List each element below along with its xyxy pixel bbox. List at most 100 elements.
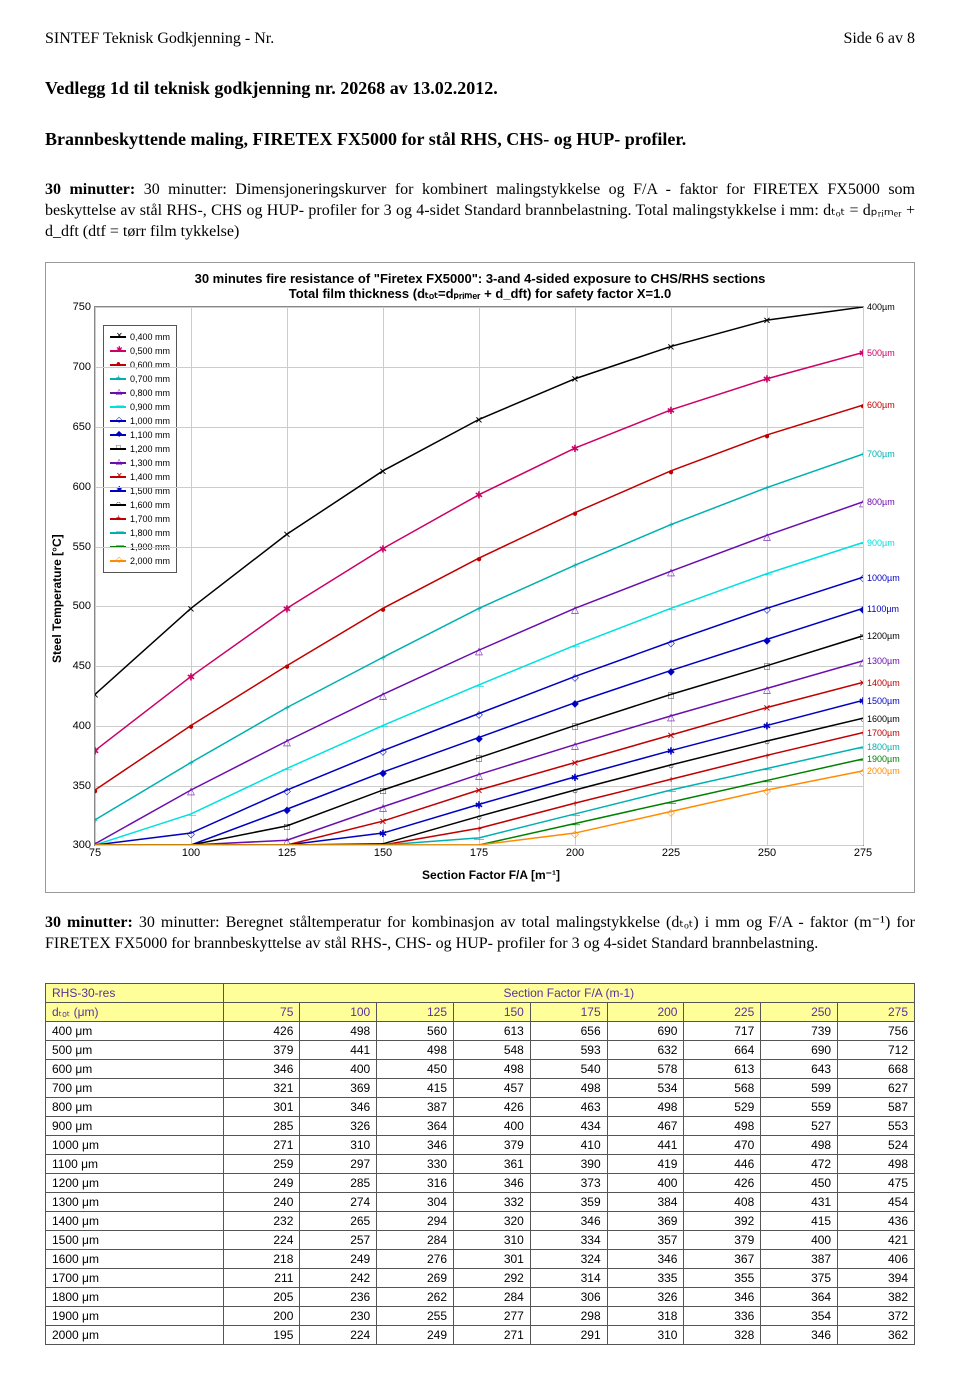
table-cell: 559 <box>761 1097 838 1116</box>
series-right-label: 800µm <box>863 497 895 507</box>
table-cell: 292 <box>454 1268 531 1287</box>
table-cell: 379 <box>684 1230 761 1249</box>
table-cell: 475 <box>838 1173 915 1192</box>
table-cell: 367 <box>684 1249 761 1268</box>
table-cell: 470 <box>684 1135 761 1154</box>
svg-text:●: ● <box>284 662 290 673</box>
table-cell: 291 <box>530 1325 607 1344</box>
svg-text:●: ● <box>764 431 770 442</box>
table-row: 700 μm321369415457498534568599627 <box>46 1078 915 1097</box>
paragraph-2: 30 minutter: 30 minutter: Beregnet stålt… <box>45 913 915 955</box>
svg-text:+: + <box>764 752 770 763</box>
table-row-label: 1300 μm <box>46 1192 224 1211</box>
table-cell: 320 <box>454 1211 531 1230</box>
table-cell: 265 <box>300 1211 377 1230</box>
table-row: 500 μm379441498548593632664690712 <box>46 1040 915 1059</box>
table-cell: 529 <box>684 1097 761 1116</box>
svg-text:✱: ✱ <box>379 829 387 840</box>
table-row-label: 1900 μm <box>46 1306 224 1325</box>
svg-text:△: △ <box>283 737 291 748</box>
svg-text:◇: ◇ <box>571 673 579 684</box>
table-cell: 390 <box>530 1154 607 1173</box>
table-cell: 362 <box>838 1325 915 1344</box>
table-cell: 712 <box>838 1040 915 1059</box>
table-row-label: 500 μm <box>46 1040 224 1059</box>
svg-text:✕: ✕ <box>667 731 675 742</box>
ytick-label: 700 <box>73 361 95 373</box>
svg-text:◆: ◆ <box>475 734 483 745</box>
series-right-label: 1800µm <box>863 742 900 752</box>
svg-text:△: △ <box>667 568 675 579</box>
table-cell: 232 <box>223 1211 300 1230</box>
data-table: RHS-30-resSection Factor F/A (m-1)dₜₒₜ (… <box>45 983 915 1345</box>
table-cell: 668 <box>838 1059 915 1078</box>
series-right-label: 1000µm <box>863 573 900 583</box>
svg-text:✕: ✕ <box>763 704 771 715</box>
table-cell: 540 <box>530 1059 607 1078</box>
table-cell: 284 <box>454 1287 531 1306</box>
table-row: 1300 μm240274304332359384408431454 <box>46 1192 915 1211</box>
table-cell: 224 <box>300 1325 377 1344</box>
series-right-label: 600µm <box>863 400 895 410</box>
table-cell: 498 <box>761 1135 838 1154</box>
table-cell: 426 <box>684 1173 761 1192</box>
svg-text:✱: ✱ <box>667 406 675 417</box>
table-cell: 326 <box>300 1116 377 1135</box>
svg-text:△: △ <box>763 685 771 696</box>
series-right-label: 1100µm <box>863 604 899 614</box>
series-right-label: 900µm <box>863 538 895 548</box>
svg-text:●: ● <box>95 786 98 797</box>
svg-text:○: ○ <box>476 813 482 824</box>
table-cell: 498 <box>838 1154 915 1173</box>
svg-text:△: △ <box>379 803 387 814</box>
table-cell: 739 <box>761 1021 838 1040</box>
table-cell: 294 <box>377 1211 454 1230</box>
table-row-label: 1100 μm <box>46 1154 224 1173</box>
table-cell: 379 <box>454 1135 531 1154</box>
table-cell: 276 <box>377 1249 454 1268</box>
table-col-header: 150 <box>454 1002 531 1021</box>
series-right-label: 1500µm <box>863 696 900 706</box>
table-cell: 498 <box>454 1059 531 1078</box>
table-cell: 415 <box>761 1211 838 1230</box>
svg-text:+: + <box>380 654 386 665</box>
table-cell: 240 <box>223 1192 300 1211</box>
table-cell: 450 <box>377 1059 454 1078</box>
table-row-label: 1800 μm <box>46 1287 224 1306</box>
table-cell: 306 <box>530 1287 607 1306</box>
table-cell: 384 <box>607 1192 684 1211</box>
table-cell: 271 <box>454 1325 531 1344</box>
table-cell: 593 <box>530 1040 607 1059</box>
svg-text:◇: ◇ <box>763 786 771 797</box>
table-cell: 400 <box>300 1059 377 1078</box>
ytick-label: 650 <box>73 421 95 433</box>
table-row: 1400 μm232265294320346369392415436 <box>46 1211 915 1230</box>
table-cell: 297 <box>300 1154 377 1173</box>
table-cell: 285 <box>300 1173 377 1192</box>
xtick-label: 250 <box>758 845 776 859</box>
svg-text:◆: ◆ <box>571 699 579 710</box>
svg-text:□: □ <box>476 754 482 765</box>
svg-text:✱: ✱ <box>571 773 579 784</box>
header-left: SINTEF Teknisk Godkjenning - Nr. <box>45 30 274 48</box>
table-cell: 355 <box>684 1268 761 1287</box>
table-cell: 382 <box>838 1287 915 1306</box>
table-cell: 690 <box>607 1021 684 1040</box>
table-row-label: 600 μm <box>46 1059 224 1078</box>
table-row: 1500 μm224257284310334357379400421 <box>46 1230 915 1249</box>
svg-text:—: — <box>474 681 484 692</box>
table-cell: 498 <box>300 1021 377 1040</box>
table-cell: 421 <box>838 1230 915 1249</box>
svg-text:△: △ <box>187 786 195 797</box>
svg-text:○: ○ <box>764 737 770 748</box>
paragraph-2-text: 30 minutter: Beregnet ståltemperatur for… <box>45 914 915 952</box>
table-cell: 328 <box>684 1325 761 1344</box>
table-cell: 346 <box>377 1135 454 1154</box>
table-cell: 406 <box>838 1249 915 1268</box>
table-cell: 613 <box>454 1021 531 1040</box>
svg-text:—: — <box>474 834 484 845</box>
table-col-header: 225 <box>684 1002 761 1021</box>
table-cell: 242 <box>300 1268 377 1287</box>
table-col-header: 250 <box>761 1002 838 1021</box>
table-row-label: 2000 μm <box>46 1325 224 1344</box>
